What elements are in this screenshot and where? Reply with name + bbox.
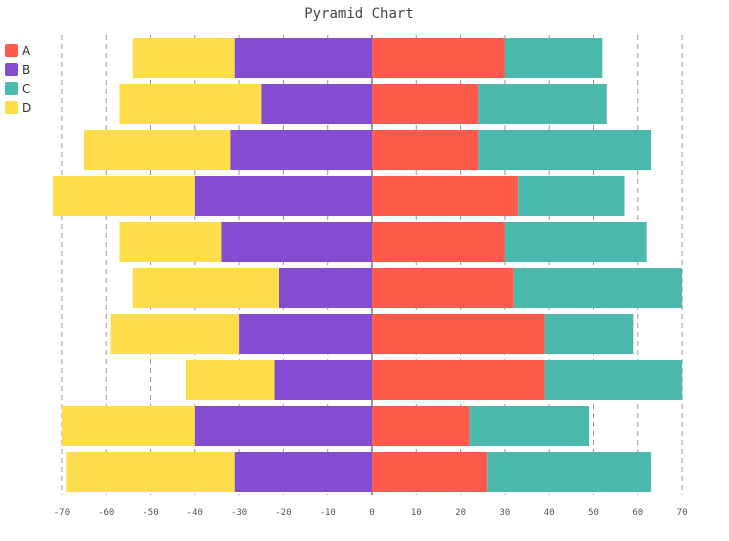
x-tick-label: -60 <box>98 508 114 518</box>
bar-b <box>234 38 372 78</box>
bar-b <box>230 130 372 170</box>
bar-c <box>504 38 603 78</box>
x-tick-label: 70 <box>677 508 688 518</box>
bar-a <box>372 406 470 446</box>
x-tick-label: 40 <box>544 508 555 518</box>
x-tick-label: -30 <box>231 508 247 518</box>
bar-b <box>278 268 372 308</box>
bar-d <box>66 452 235 492</box>
bar-d <box>185 360 275 400</box>
bar-b <box>221 222 372 262</box>
x-axis: -70 -60 -50 -40 -30 -20 -10 0 10 20 30 40 50 60 70 <box>54 508 688 518</box>
legend-label-a[interactable]: A <box>22 44 31 58</box>
legend-label-c[interactable]: C <box>22 82 30 96</box>
x-tick-label: -70 <box>54 508 70 518</box>
legend-swatch-b[interactable] <box>5 63 18 76</box>
bar-c <box>544 360 683 400</box>
bar-b <box>194 176 372 216</box>
bar-d <box>132 268 279 308</box>
bar-b <box>194 406 372 446</box>
x-tick-label: -40 <box>187 508 203 518</box>
bar-c <box>504 222 647 262</box>
bar-b <box>274 360 372 400</box>
bar-a <box>372 222 505 262</box>
bar-b <box>234 452 372 492</box>
bar-a <box>372 176 519 216</box>
x-tick-label: 30 <box>499 508 510 518</box>
bar-d <box>53 176 195 216</box>
bar-d <box>84 130 231 170</box>
bar-b <box>239 314 372 354</box>
x-tick-label: -50 <box>142 508 158 518</box>
bar-c <box>478 84 607 124</box>
bar-a <box>372 84 479 124</box>
bars <box>53 38 683 492</box>
x-tick-label: 0 <box>369 508 374 518</box>
bar-a <box>372 130 479 170</box>
bar-d <box>61 406 195 446</box>
bar-c <box>478 130 652 170</box>
bar-a <box>372 314 545 354</box>
bar-a <box>372 360 545 400</box>
bar-b <box>261 84 372 124</box>
bar-c <box>513 268 683 308</box>
chart-title: Pyramid Chart <box>304 6 414 22</box>
x-tick-label: 10 <box>411 508 422 518</box>
bar-c <box>518 176 625 216</box>
bar-c <box>544 314 634 354</box>
bar-a <box>372 268 514 308</box>
x-tick-label: 20 <box>455 508 466 518</box>
bar-a <box>372 38 505 78</box>
x-tick-label: 50 <box>588 508 599 518</box>
legend-label-d[interactable]: D <box>22 101 31 115</box>
x-tick-label: -20 <box>275 508 291 518</box>
legend-swatch-a[interactable] <box>5 44 18 57</box>
bar-c <box>469 406 590 446</box>
x-tick-label: 60 <box>632 508 643 518</box>
bar-a <box>372 452 488 492</box>
legend-label-b[interactable]: B <box>22 63 30 77</box>
legend-swatch-d[interactable] <box>5 101 18 114</box>
legend-swatch-c[interactable] <box>5 82 18 95</box>
x-tick-label: -10 <box>320 508 336 518</box>
bar-d <box>132 38 235 78</box>
bar-d <box>119 84 262 124</box>
bar-d <box>119 222 222 262</box>
bar-d <box>110 314 240 354</box>
bar-c <box>487 452 652 492</box>
